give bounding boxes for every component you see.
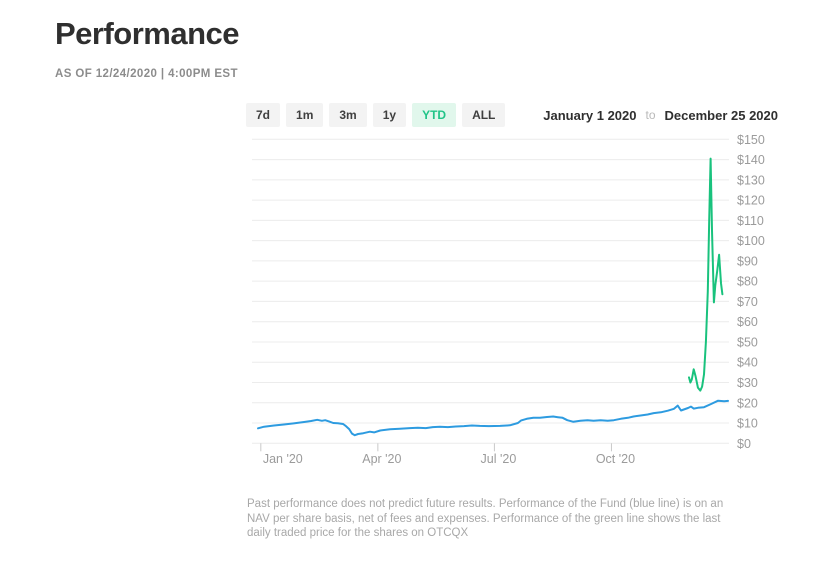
- y-axis-label: $20: [737, 396, 758, 410]
- range-button-1y[interactable]: 1y: [372, 103, 407, 127]
- date-range-start[interactable]: January 1 2020: [543, 107, 637, 123]
- time-range-controls: 7d 1m 3m 1y YTD ALL: [246, 103, 506, 127]
- traded-price-line: [688, 157, 724, 392]
- range-button-all[interactable]: ALL: [462, 103, 506, 127]
- x-axis-label: Jul '20: [481, 452, 517, 466]
- y-axis-label: $90: [737, 254, 758, 268]
- y-axis-label: $10: [737, 417, 758, 431]
- y-axis-label: $30: [737, 376, 758, 390]
- date-range-separator: to: [645, 108, 656, 122]
- y-axis-label: $70: [737, 295, 758, 309]
- range-button-ytd[interactable]: YTD: [412, 103, 457, 127]
- date-range-display: January 1 2020 to December 25 2020: [543, 103, 778, 127]
- x-axis-label: Apr '20: [362, 452, 401, 466]
- range-button-3m[interactable]: 3m: [329, 103, 367, 127]
- nav-line: [257, 399, 729, 437]
- y-axis-label: $40: [737, 356, 758, 370]
- y-axis-label: $110: [737, 214, 764, 228]
- y-axis-label: $150: [737, 133, 765, 147]
- x-axis-label: Jan '20: [263, 452, 303, 466]
- y-axis-label: $0: [737, 437, 751, 451]
- y-axis-label: $50: [737, 335, 758, 349]
- y-axis-label: $80: [737, 275, 758, 289]
- page-title: Performance: [55, 16, 240, 51]
- range-button-7d[interactable]: 7d: [246, 103, 281, 127]
- y-axis-label: $60: [737, 315, 758, 329]
- y-axis-label: $100: [737, 234, 765, 248]
- range-button-group: 7d 1m 3m 1y YTD ALL: [246, 103, 506, 127]
- date-range-end[interactable]: December 25 2020: [664, 107, 778, 123]
- y-axis-label: $120: [737, 194, 765, 208]
- y-axis-label: $130: [737, 173, 765, 187]
- y-axis-label: $140: [737, 153, 765, 167]
- as-of-timestamp: AS OF 12/24/2020 | 4:00PM EST: [55, 68, 238, 80]
- x-axis-label: Oct '20: [596, 452, 635, 466]
- chart-disclaimer: Past performance does not predict future…: [247, 498, 724, 539]
- range-button-1m[interactable]: 1m: [286, 103, 324, 127]
